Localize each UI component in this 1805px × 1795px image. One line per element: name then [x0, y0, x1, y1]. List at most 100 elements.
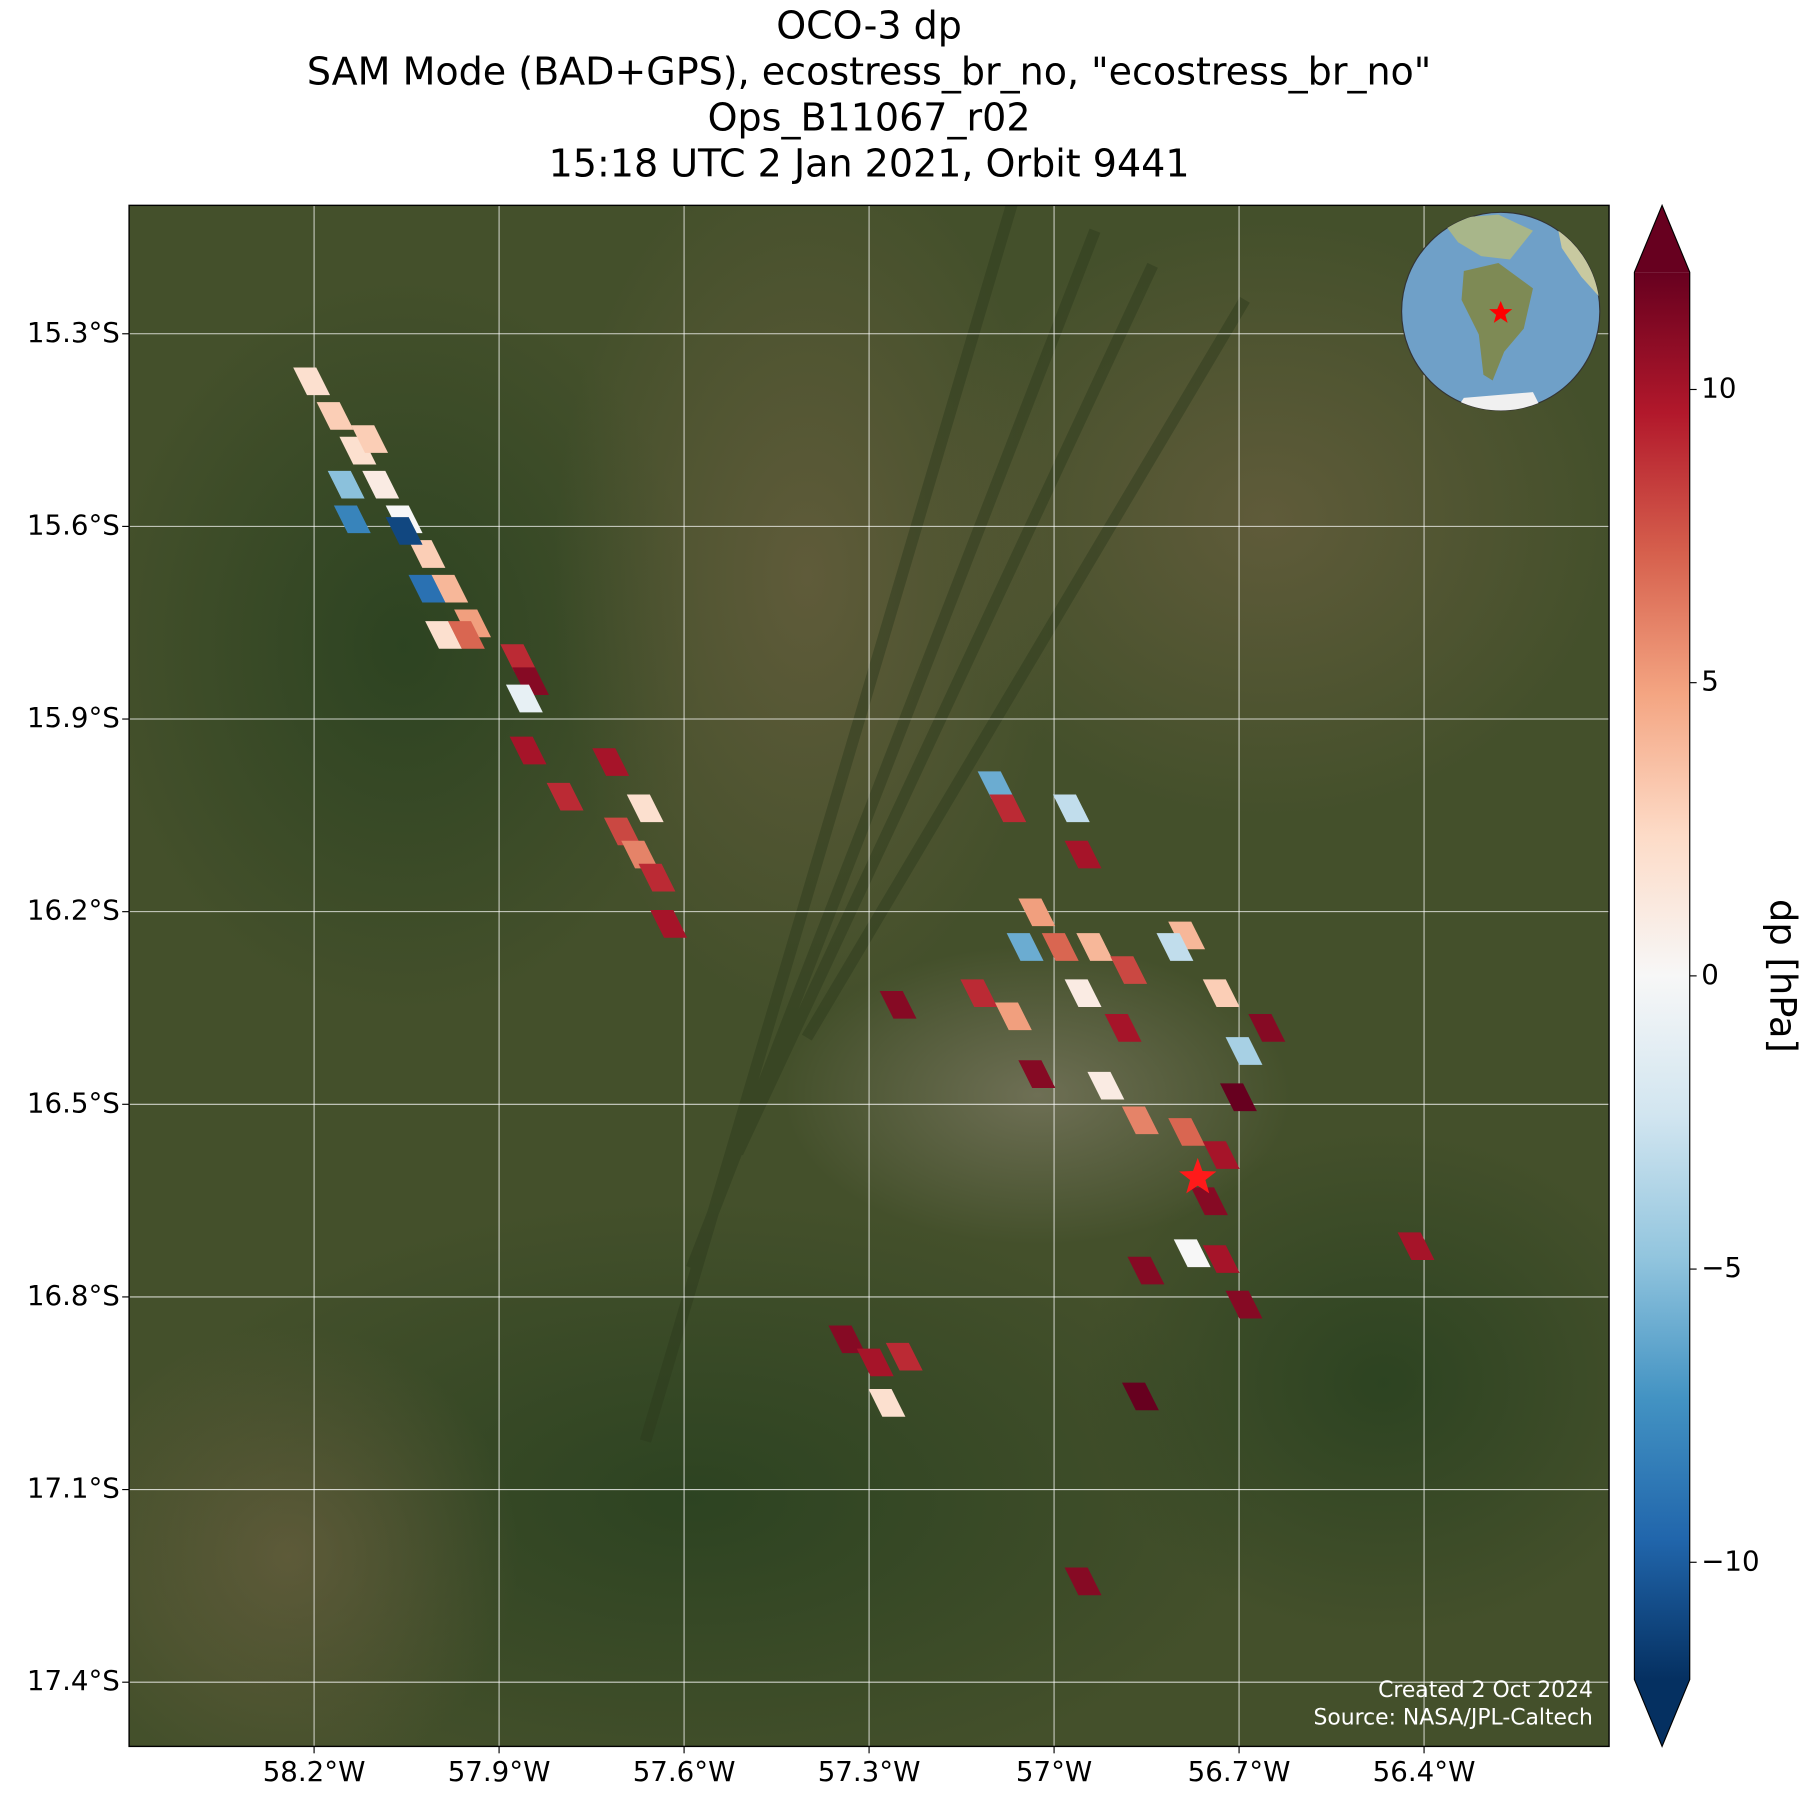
y-tick-label: 16.5°S: [27, 1086, 120, 1119]
colorbar: −10 −5 0 5 10 dp [hPa]: [1633, 203, 1804, 1748]
sounding: [1202, 1245, 1240, 1273]
x-tick-label: 57.6°W: [633, 1755, 736, 1788]
y-tick-label: 17.1°S: [27, 1472, 120, 1505]
sounding: [1225, 1290, 1263, 1319]
sounding: [408, 574, 446, 603]
sounding: [879, 990, 917, 1019]
credit-created: Created 2 Oct 2024: [1378, 1678, 1593, 1703]
sounding: [1121, 1106, 1159, 1135]
chart-title: SAM Mode (BAD+GPS), ecostress_br_no, "ec…: [307, 49, 1431, 93]
colorbar-body: [1634, 272, 1690, 1680]
chart-title: Ops_B11067_r02: [708, 96, 1031, 140]
sounding: [1202, 979, 1240, 1008]
sounding: [638, 863, 676, 892]
sounding: [960, 979, 998, 1008]
colorbar-tick-label: −10: [1701, 1544, 1759, 1577]
colorbar-outline: [1633, 203, 1691, 1748]
sounding: [994, 1002, 1032, 1031]
sounding: [316, 402, 354, 430]
sounding: [447, 621, 485, 649]
sounding: [1168, 1118, 1206, 1146]
chart-title: 15:18 UTC 2 Jan 2021, Orbit 9441: [549, 142, 1190, 186]
sounding: [1225, 1037, 1263, 1065]
sounding: [603, 817, 641, 846]
colorbar-extend-bottom: [1634, 1679, 1690, 1747]
sounding: [1127, 1256, 1165, 1285]
sounding: [293, 367, 331, 396]
colorbar-tick-label: 0: [1701, 958, 1719, 991]
sounding: [626, 794, 664, 823]
sounding: [1248, 1014, 1286, 1042]
colorbar-label: dp [hPa]: [1761, 899, 1804, 1053]
sounding: [362, 470, 400, 499]
sounding: [989, 794, 1027, 823]
colorbar-tick-label: 10: [1701, 371, 1736, 404]
y-tick-label: 15.9°S: [27, 701, 120, 734]
colorbar-extend-top: [1634, 205, 1690, 273]
sounding: [546, 782, 584, 811]
sounding: [592, 748, 630, 776]
sounding: [856, 1348, 894, 1377]
graticule: [129, 205, 1610, 1747]
sounding: [828, 1325, 866, 1354]
sounding: [512, 667, 549, 695]
sounding: [385, 517, 423, 545]
sounding: [1006, 933, 1044, 961]
sounding: [1168, 921, 1206, 950]
x-tick-label: 57.9°W: [448, 1755, 551, 1788]
x-tick-label: 56.4°W: [1373, 1755, 1476, 1788]
x-tick-label: 56.7°W: [1188, 1755, 1291, 1788]
sounding: [621, 840, 659, 869]
target-star: [1179, 1157, 1217, 1194]
colorbar-tick-label: −5: [1701, 1251, 1742, 1284]
y-tick-label: 16.2°S: [27, 894, 120, 927]
sounding: [885, 1342, 923, 1371]
sounding: [454, 609, 492, 638]
credit-source: Source: NASA/JPL-Caltech: [1313, 1706, 1592, 1731]
sounding: [1191, 1187, 1228, 1216]
sounding: [333, 505, 371, 534]
sounding: [1064, 840, 1102, 869]
sounding: [1087, 1071, 1125, 1100]
sounding: [425, 621, 463, 649]
sounding: [1018, 898, 1056, 927]
sounding: [1064, 979, 1102, 1008]
sounding: [1018, 1060, 1056, 1088]
sounding: [1173, 1239, 1211, 1268]
x-tick-label: 58.2°W: [263, 1755, 366, 1788]
soundings: [293, 367, 1435, 1596]
sounding: [1104, 1014, 1142, 1042]
sounding: [1397, 1232, 1435, 1261]
x-tick-label: 57°W: [1016, 1755, 1092, 1788]
sounding: [1052, 794, 1090, 823]
sounding: [1202, 1141, 1240, 1169]
chart-title: OCO-3 dp: [776, 3, 962, 47]
y-tick-label: 17.4°S: [27, 1664, 120, 1697]
sounding: [1110, 956, 1148, 984]
sounding: [1220, 1083, 1257, 1112]
sounding: [977, 771, 1015, 800]
colorbar-tick-label: 5: [1701, 665, 1719, 698]
sounding: [868, 1389, 906, 1417]
sounding: [505, 684, 543, 713]
sounding: [431, 574, 469, 603]
sounding: [1064, 1567, 1102, 1596]
sounding: [500, 644, 538, 672]
y-tick-label: 15.6°S: [27, 508, 120, 541]
y-tick-label: 16.8°S: [27, 1279, 120, 1312]
sounding: [650, 910, 688, 938]
sounding: [509, 736, 547, 765]
sounding: [1076, 933, 1114, 961]
sounding: [327, 470, 365, 499]
sounding: [339, 436, 377, 465]
sounding: [1156, 933, 1194, 961]
sounding: [408, 540, 446, 568]
y-tick-label: 15.3°S: [27, 316, 120, 349]
x-tick-label: 57.3°W: [818, 1755, 921, 1788]
sounding: [1041, 933, 1079, 961]
sounding: [1121, 1382, 1159, 1411]
sounding: [351, 425, 389, 453]
inset-globe: [1401, 211, 1601, 412]
